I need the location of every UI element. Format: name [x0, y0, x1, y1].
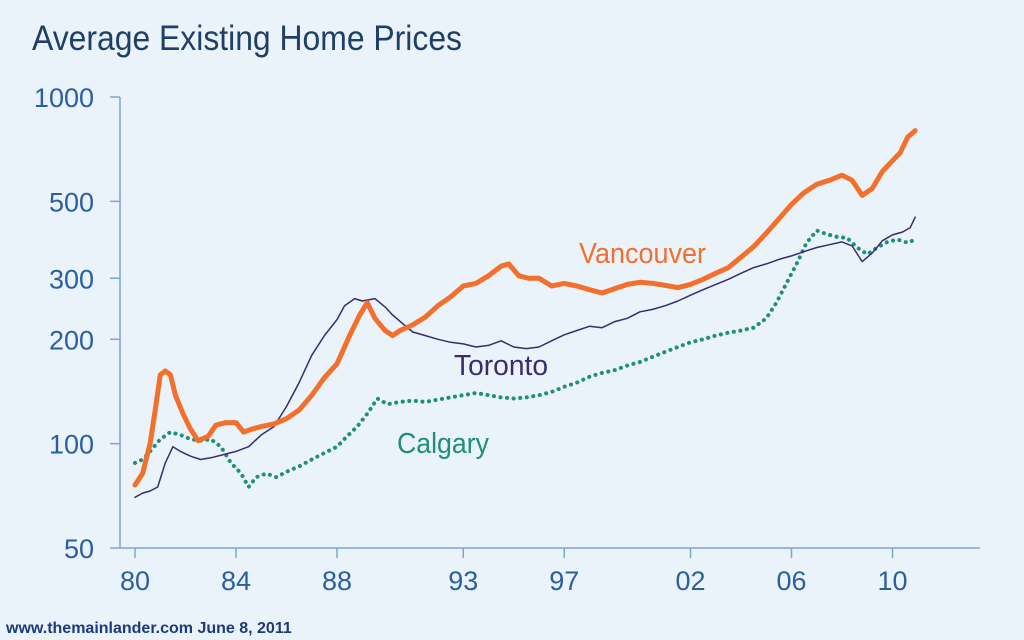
series-label-toronto: Toronto	[454, 350, 548, 382]
y-tick-label: 200	[49, 325, 94, 355]
axes: 1000 500 300 200 100 50 80 84 88 93 97 02 06 10	[34, 83, 980, 596]
series-line-vancouver	[132, 128, 918, 488]
x-tick-label: 93	[448, 566, 478, 596]
series-line-toronto	[134, 216, 916, 499]
x-tick-label: 88	[322, 566, 352, 596]
y-tick-label: 1000	[34, 83, 94, 113]
y-tick-label: 100	[49, 430, 94, 460]
x-tick-label: 80	[120, 566, 150, 596]
x-tick-label: 10	[877, 566, 907, 596]
x-tick-label: 02	[675, 566, 705, 596]
series-line-calgary	[133, 228, 918, 489]
x-tick-label: 97	[549, 566, 579, 596]
footer-credit: www.themainlander.com June 8, 2011	[5, 620, 292, 637]
series-layer	[132, 128, 918, 499]
x-tick-label: 06	[776, 566, 806, 596]
series-label-vancouver: Vancouver	[579, 238, 706, 270]
y-tick-label: 50	[64, 534, 94, 564]
chart-title: Average Existing Home Prices	[32, 19, 462, 58]
y-tick-label: 300	[49, 264, 94, 294]
series-label-calgary: Calgary	[397, 428, 489, 460]
y-tick-label: 500	[49, 187, 94, 217]
x-tick-label: 84	[221, 566, 251, 596]
